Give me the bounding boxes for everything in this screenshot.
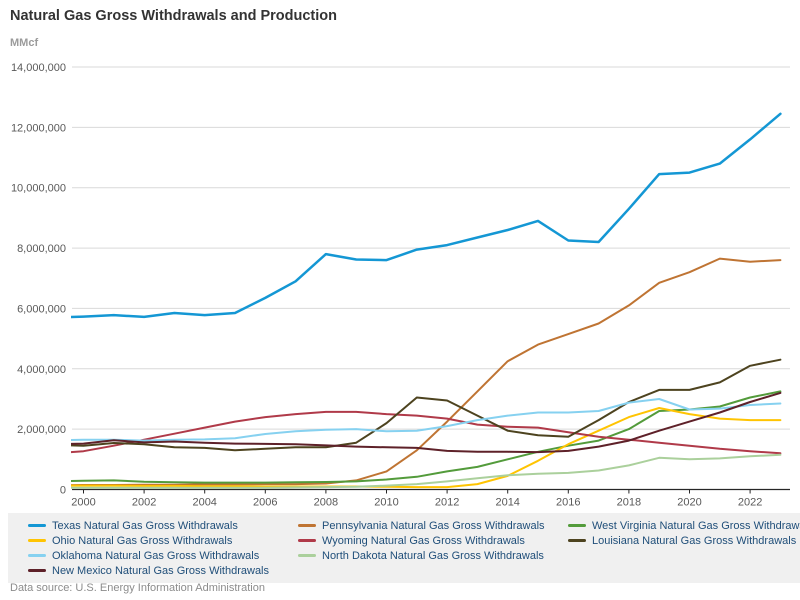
y-axis-label: 10,000,000 bbox=[11, 183, 66, 195]
y-axis-label: 6,000,000 bbox=[17, 303, 66, 315]
series-line-north bbox=[71, 453, 782, 489]
legend-label: New Mexico Natural Gas Gross Withdrawals bbox=[52, 564, 270, 577]
legend-swatch bbox=[298, 539, 316, 542]
legend-row: Texas Natural Gas Gross Withdrawals Penns… bbox=[28, 518, 800, 533]
legend-item-wyoming[interactable]: Wyoming Natural Gas Gross Withdrawals bbox=[298, 535, 568, 547]
series-line-pennsylvania bbox=[71, 257, 782, 487]
legend-label: Wyoming Natural Gas Gross Withdrawals bbox=[322, 534, 525, 547]
series-line-ohio bbox=[71, 407, 782, 489]
x-axis-label: 2018 bbox=[617, 497, 641, 509]
x-axis-label: 2010 bbox=[374, 497, 398, 509]
x-axis-label: 2016 bbox=[556, 497, 580, 509]
series-line-new bbox=[71, 391, 782, 454]
legend-swatch bbox=[298, 554, 316, 557]
legend-swatch bbox=[298, 524, 316, 527]
x-axis-label: 2000 bbox=[71, 497, 95, 509]
x-axis-label: 2022 bbox=[738, 497, 762, 509]
series-line-wyoming bbox=[71, 410, 782, 455]
legend-row: Oklahoma Natural Gas Gross Withdrawals No… bbox=[28, 548, 796, 563]
legend-swatch bbox=[28, 569, 46, 572]
legend-item-west[interactable]: West Virginia Natural Gas Gross Withdraw… bbox=[568, 520, 800, 532]
series-line-texas bbox=[71, 112, 782, 319]
legend-label: North Dakota Natural Gas Gross Withdrawa… bbox=[322, 549, 544, 562]
y-axis-label: 4,000,000 bbox=[17, 364, 66, 376]
legend-row: Ohio Natural Gas Gross Withdrawals Wyomin… bbox=[28, 533, 796, 548]
legend-item-pennsylvania[interactable]: Pennsylvania Natural Gas Gross Withdrawa… bbox=[298, 520, 568, 532]
legend-label: Oklahoma Natural Gas Gross Withdrawals bbox=[52, 549, 260, 562]
legend-swatch bbox=[28, 554, 46, 557]
legend-item-texas[interactable]: Texas Natural Gas Gross Withdrawals bbox=[28, 520, 298, 532]
y-axis-label: 2,000,000 bbox=[17, 424, 66, 436]
x-axis-label: 2004 bbox=[192, 497, 216, 509]
legend-swatch bbox=[568, 524, 586, 527]
legend-swatch bbox=[568, 539, 586, 542]
y-axis-label: 14,000,000 bbox=[11, 62, 66, 74]
legend-label: Texas Natural Gas Gross Withdrawals bbox=[52, 519, 238, 532]
x-axis-label: 2020 bbox=[677, 497, 701, 509]
line-chart: 0 2,000,000 4,000,000 6,000,000 8,000,000 10,… bbox=[11, 62, 790, 509]
series-line-west bbox=[71, 390, 782, 484]
legend-item-louisiana[interactable]: Louisiana Natural Gas Gross Withdrawals bbox=[568, 535, 796, 547]
x-axis-label: 2014 bbox=[495, 497, 519, 509]
y-axis-label: 12,000,000 bbox=[11, 122, 66, 134]
legend-swatch bbox=[28, 524, 46, 527]
legend-label: Ohio Natural Gas Gross Withdrawals bbox=[52, 534, 233, 547]
x-axis-label: 2002 bbox=[132, 497, 156, 509]
x-axis-label: 2008 bbox=[314, 497, 338, 509]
legend-row: New Mexico Natural Gas Gross Withdrawals bbox=[28, 563, 796, 578]
legend-label: West Virginia Natural Gas Gross Withdraw… bbox=[592, 519, 800, 532]
legend-item-oklahoma[interactable]: Oklahoma Natural Gas Gross Withdrawals bbox=[28, 550, 298, 562]
legend-item-new[interactable]: New Mexico Natural Gas Gross Withdrawals bbox=[28, 565, 269, 577]
chart-title: Natural Gas Gross Withdrawals and Produc… bbox=[10, 8, 337, 24]
legend-label: Louisiana Natural Gas Gross Withdrawals bbox=[592, 534, 797, 547]
x-axis-label: 2006 bbox=[253, 497, 277, 509]
series-line-oklahoma bbox=[71, 398, 782, 442]
data-source-note: Data source: U.S. Energy Information Adm… bbox=[10, 582, 265, 594]
x-axis-label: 2012 bbox=[435, 497, 459, 509]
legend-label: Pennsylvania Natural Gas Gross Withdrawa… bbox=[322, 519, 545, 532]
y-axis-label: 8,000,000 bbox=[17, 243, 66, 255]
legend-item-north[interactable]: North Dakota Natural Gas Gross Withdrawa… bbox=[298, 550, 544, 562]
legend-item-ohio[interactable]: Ohio Natural Gas Gross Withdrawals bbox=[28, 535, 298, 547]
y-axis-units-label: MMcf bbox=[10, 37, 39, 49]
legend-swatch bbox=[28, 539, 46, 542]
series-line-louisiana bbox=[71, 358, 782, 452]
y-axis-label: 0 bbox=[60, 485, 66, 497]
chart-legend: Texas Natural Gas Gross Withdrawals Penns… bbox=[8, 513, 800, 583]
